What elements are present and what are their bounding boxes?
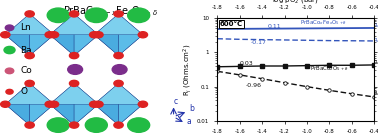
X-axis label: log pO$_2$ (bar): log pO$_2$ (bar) xyxy=(272,0,319,5)
Polygon shape xyxy=(5,83,29,125)
Text: 0.03: 0.03 xyxy=(240,61,254,66)
Circle shape xyxy=(70,11,79,17)
Circle shape xyxy=(68,65,82,74)
Polygon shape xyxy=(94,83,143,104)
Circle shape xyxy=(114,11,123,17)
Text: O: O xyxy=(20,87,27,96)
Text: a: a xyxy=(186,117,191,126)
Circle shape xyxy=(94,32,103,38)
Polygon shape xyxy=(94,14,143,35)
Circle shape xyxy=(47,118,69,132)
Y-axis label: R$_i$ (Ohms.cm$^2$): R$_i$ (Ohms.cm$^2$) xyxy=(182,43,194,96)
Polygon shape xyxy=(94,83,119,125)
Circle shape xyxy=(49,32,59,38)
Circle shape xyxy=(47,8,69,23)
Circle shape xyxy=(45,32,54,38)
X-axis label: log pH$_2$O (bar): log pH$_2$O (bar) xyxy=(270,137,322,139)
Text: R$_{op}$: R$_{op}$ xyxy=(373,22,378,32)
Text: c: c xyxy=(174,97,178,106)
Text: b: b xyxy=(189,104,194,113)
Circle shape xyxy=(138,101,147,107)
Polygon shape xyxy=(50,14,74,56)
Circle shape xyxy=(114,80,123,86)
Circle shape xyxy=(25,122,34,128)
Circle shape xyxy=(114,53,123,59)
Circle shape xyxy=(25,11,34,17)
Circle shape xyxy=(45,101,54,107)
Polygon shape xyxy=(119,14,143,56)
Polygon shape xyxy=(50,104,98,125)
Polygon shape xyxy=(94,104,143,125)
Circle shape xyxy=(70,80,79,86)
Polygon shape xyxy=(50,83,74,125)
Circle shape xyxy=(128,8,150,23)
Circle shape xyxy=(4,46,15,54)
Circle shape xyxy=(5,25,14,31)
Circle shape xyxy=(90,32,99,38)
Polygon shape xyxy=(50,14,98,35)
Circle shape xyxy=(112,65,127,74)
Text: PrBaCo$_2$O$_{5+\delta}$: PrBaCo$_2$O$_{5+\delta}$ xyxy=(310,64,349,73)
Circle shape xyxy=(6,89,13,94)
Polygon shape xyxy=(94,14,119,56)
Polygon shape xyxy=(74,83,98,125)
Text: R$_{ct}$: R$_{ct}$ xyxy=(373,90,378,98)
Polygon shape xyxy=(5,14,29,56)
Circle shape xyxy=(1,101,10,107)
Polygon shape xyxy=(74,14,98,56)
Text: Co: Co xyxy=(20,66,32,75)
Text: R$_{ct}$: R$_{ct}$ xyxy=(373,36,378,45)
Text: -0.96: -0.96 xyxy=(245,83,261,88)
Polygon shape xyxy=(29,83,54,125)
Polygon shape xyxy=(50,83,98,104)
Circle shape xyxy=(49,101,59,107)
Polygon shape xyxy=(5,35,54,56)
Text: PrBaCo$_{2-x}$Fe$_x$O$_{5+\delta}$: PrBaCo$_{2-x}$Fe$_x$O$_{5+\delta}$ xyxy=(63,4,158,18)
Polygon shape xyxy=(94,35,143,56)
Circle shape xyxy=(90,101,99,107)
Polygon shape xyxy=(29,14,54,56)
Circle shape xyxy=(1,32,10,38)
Circle shape xyxy=(5,68,14,74)
Text: PrBaCo$_x$Fe$_x$O$_{5+\delta}$: PrBaCo$_x$Fe$_x$O$_{5+\delta}$ xyxy=(300,18,347,27)
Circle shape xyxy=(25,53,34,59)
Circle shape xyxy=(70,53,79,59)
Polygon shape xyxy=(119,83,143,125)
Circle shape xyxy=(94,101,103,107)
Polygon shape xyxy=(5,83,54,104)
Circle shape xyxy=(114,122,123,128)
Polygon shape xyxy=(5,14,54,35)
Circle shape xyxy=(128,118,150,132)
Text: Ln: Ln xyxy=(20,23,31,32)
Polygon shape xyxy=(5,104,54,125)
Text: R$_{op}$: R$_{op}$ xyxy=(373,59,378,69)
Text: -0.17: -0.17 xyxy=(251,40,267,45)
Text: 0.11: 0.11 xyxy=(268,24,281,29)
Circle shape xyxy=(138,32,147,38)
Text: Ba: Ba xyxy=(20,46,32,54)
Polygon shape xyxy=(50,35,98,56)
Circle shape xyxy=(85,118,107,132)
Circle shape xyxy=(70,122,79,128)
Circle shape xyxy=(25,80,34,86)
Circle shape xyxy=(85,8,107,23)
Text: 600°C: 600°C xyxy=(220,21,243,27)
